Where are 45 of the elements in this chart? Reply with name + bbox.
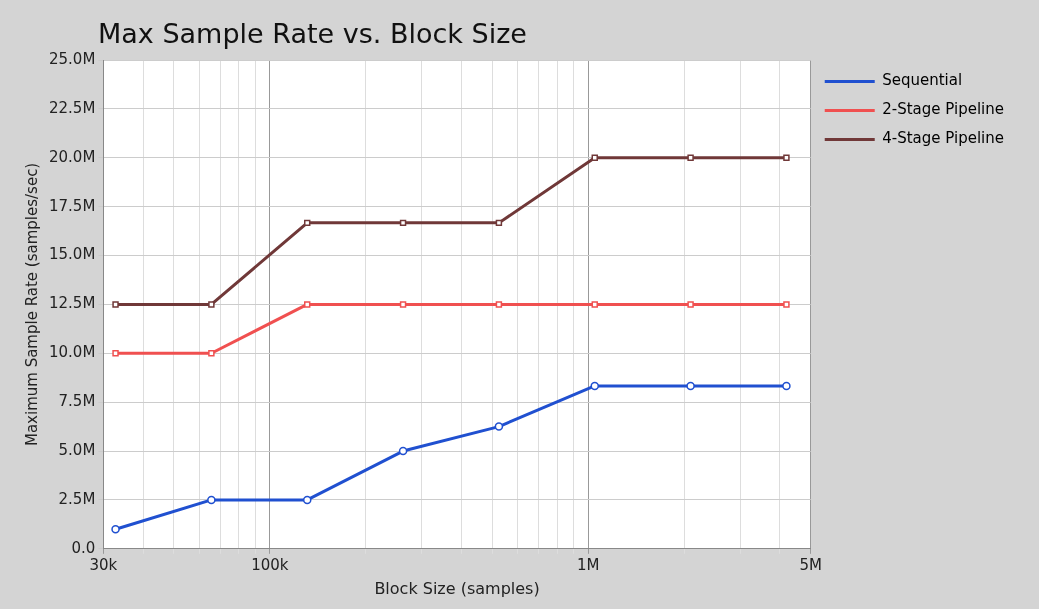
legend-label: 4-Stage Pipeline [882,129,1005,148]
point [783,301,790,308]
x-tick-label: 30k [89,555,118,574]
y-tick-label: 22.5M [49,98,96,117]
y-tick-label: 10.0M [49,343,96,362]
point [495,301,503,308]
point [112,350,119,357]
point [782,381,791,391]
y-tick-label: 15.0M [49,245,96,264]
point [494,422,504,431]
x-axis-title: Block Size (samples) [374,578,540,598]
point [208,301,215,308]
point [207,495,216,505]
point [687,301,694,308]
y-tick-label: 12.5M [49,294,96,313]
point [783,154,790,161]
point [399,301,407,308]
y-tick-label: 2.5M [58,489,96,508]
legend-label: Sequential [882,71,963,90]
x-tick-label: 5M [799,555,822,574]
point [302,495,312,505]
point [112,301,119,308]
point [304,219,311,227]
y-tick-label: 5.0M [58,440,96,459]
point [304,301,311,308]
x-tick-label: 1M [576,555,600,574]
point [495,219,503,227]
point [399,219,407,227]
x-tick-label: 100k [251,555,289,574]
chart-title: Max Sample Rate vs. Block Size [98,18,527,49]
legend-label: 2-Stage Pipeline [882,100,1005,119]
point [687,154,694,161]
y-axis-title: Maximum Sample Rate (samples/sec) [22,162,41,447]
y-tick-label: 17.5M [49,196,96,215]
point [686,381,695,391]
point [208,350,215,357]
point [590,381,599,391]
y-tick-label: 7.5M [58,392,96,411]
point [398,446,408,456]
point [591,154,598,161]
y-tick-label: 25.0M [49,49,96,68]
y-tick-label: 20.0M [49,147,96,166]
point [591,301,598,308]
y-tick-label: 0.0 [71,538,96,557]
point [111,525,120,534]
